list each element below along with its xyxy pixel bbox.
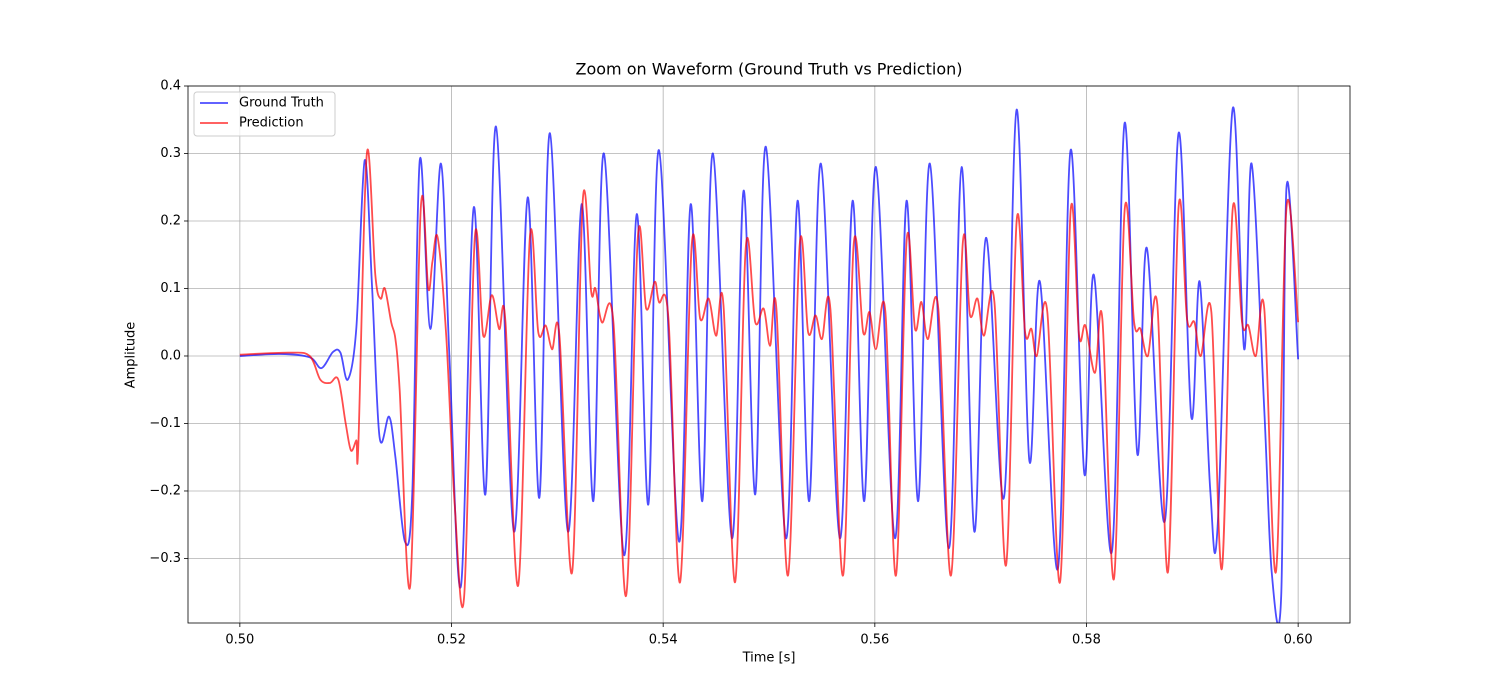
legend-box bbox=[193, 91, 336, 137]
y-tick-label: −0.3 bbox=[149, 551, 181, 566]
y-tick-label: 0.1 bbox=[160, 281, 181, 296]
x-tick-label: 0.54 bbox=[649, 633, 678, 648]
x-axis-label: Time [s] bbox=[742, 651, 796, 666]
chart-title: Zoom on Waveform (Ground Truth vs Predic… bbox=[576, 60, 963, 79]
x-tick-label: 0.50 bbox=[225, 633, 254, 648]
y-tick-label: −0.1 bbox=[149, 416, 181, 431]
y-axis-label: Amplitude bbox=[124, 322, 139, 389]
y-tick-label: 0.2 bbox=[160, 213, 181, 228]
y-tick-label: 0.0 bbox=[160, 348, 181, 363]
legend-label: Prediction bbox=[239, 116, 304, 131]
y-tick-label: 0.4 bbox=[160, 79, 181, 94]
x-tick-label: 0.52 bbox=[437, 633, 466, 648]
y-tick-label: −0.2 bbox=[149, 483, 181, 498]
x-tick-label: 0.58 bbox=[1072, 633, 1101, 648]
data-line bbox=[239, 148, 1300, 609]
x-tick-label: 0.60 bbox=[1284, 633, 1313, 648]
plot-frame bbox=[187, 85, 1351, 624]
y-tick-label: 0.3 bbox=[160, 146, 181, 161]
legend-label: Ground Truth bbox=[239, 96, 324, 111]
data-line bbox=[239, 106, 1300, 623]
x-tick-label: 0.56 bbox=[860, 633, 889, 648]
